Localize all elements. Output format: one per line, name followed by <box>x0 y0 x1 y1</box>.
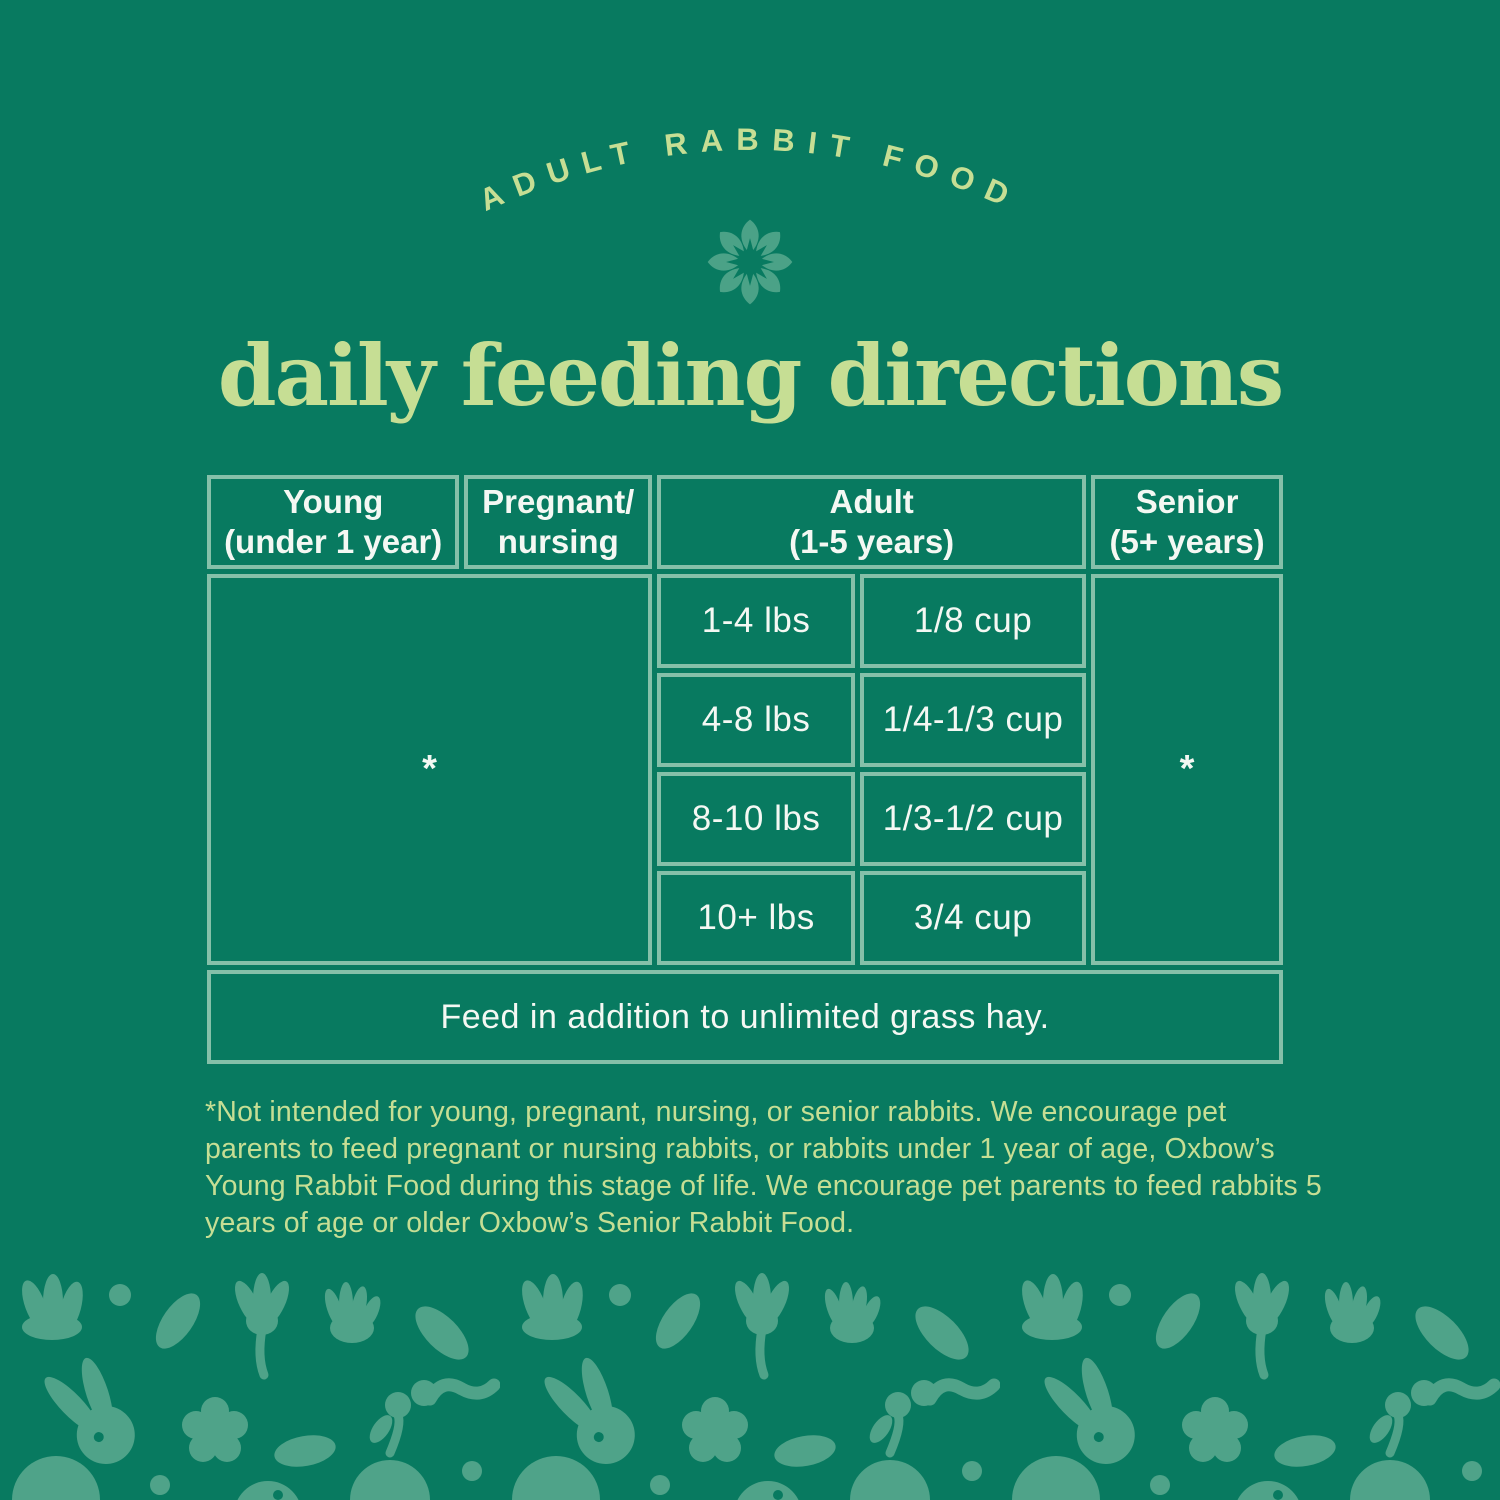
adult-weight-cell: 8-10 lbs <box>657 772 855 866</box>
table-row: * 1-4 lbs 1/8 cup * <box>207 574 1283 965</box>
product-name-arc: ADULT RABBIT FOOD <box>474 122 1026 218</box>
star-center-icon <box>726 238 774 286</box>
header-senior-line2: (5+ years) <box>1109 523 1265 560</box>
table-row: 8-10 lbs 1/3-1/2 cup <box>207 772 1283 866</box>
adult-weight-cell: 1-4 lbs <box>657 574 855 668</box>
col-header-adult: Adult (1-5 years) <box>657 475 1087 569</box>
decorative-pattern <box>0 1263 1500 1500</box>
adult-weight-cell: 4-8 lbs <box>657 673 855 767</box>
adult-amount-cell: 3/4 cup <box>860 871 1087 965</box>
feeding-directions-table: Young (under 1 year) Pregnant/ nursing A… <box>202 470 1288 1069</box>
header-adult-line2: (1-5 years) <box>789 523 955 560</box>
flower-petals <box>707 219 793 305</box>
header-adult-line1: Adult <box>829 482 914 520</box>
header-young-line1: Young <box>283 482 384 520</box>
header-young-line2: (under 1 year) <box>224 523 443 560</box>
arc-title-svg: ADULT RABBIT FOOD <box>474 122 1026 218</box>
header-senior-line1: Senior <box>1135 482 1239 520</box>
table-row: 10+ lbs 3/4 cup <box>207 871 1283 965</box>
adult-weight-cell: 10+ lbs <box>657 871 855 965</box>
hay-note-cell: Feed in addition to unlimited grass hay. <box>207 970 1283 1064</box>
adult-amount-cell: 1/8 cup <box>860 574 1087 668</box>
col-header-pregnant: Pregnant/ nursing <box>464 475 653 569</box>
footer-row: Feed in addition to unlimited grass hay. <box>207 970 1283 1064</box>
senior-asterisk-cell: * <box>1091 574 1283 965</box>
adult-amount-cell: 1/3-1/2 cup <box>860 772 1087 866</box>
col-header-young: Young (under 1 year) <box>207 475 460 569</box>
header-pregnant-line1: Pregnant/ <box>482 482 635 520</box>
page-title: daily feeding directions <box>217 326 1284 425</box>
adult-amount-cell: 1/4-1/3 cup <box>860 673 1087 767</box>
footnote-text: *Not intended for young, pregnant, nursi… <box>205 1096 1322 1239</box>
table-row: 4-8 lbs 1/4-1/3 cup <box>207 673 1283 767</box>
header-row: Young (under 1 year) Pregnant/ nursing A… <box>207 475 1283 569</box>
young-pregnant-asterisk-cell: * <box>207 574 653 965</box>
product-name-text: ADULT RABBIT FOOD <box>474 122 1013 218</box>
header-pregnant-line2: nursing <box>497 523 619 560</box>
flower-icon <box>707 219 793 305</box>
col-header-senior: Senior (5+ years) <box>1091 475 1283 569</box>
